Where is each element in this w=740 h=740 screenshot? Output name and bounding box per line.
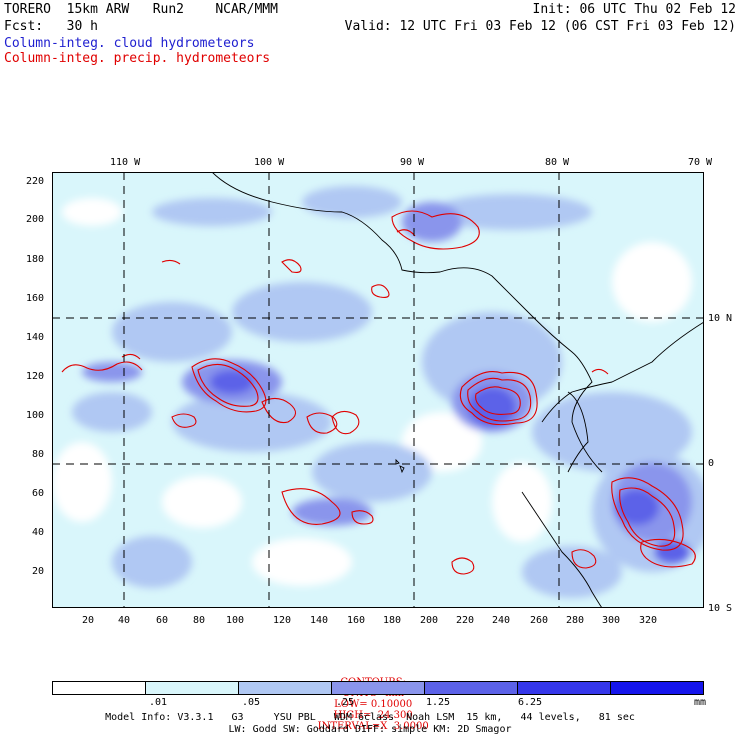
- colorbar-unit: mm: [693, 697, 707, 708]
- x-tick: 80: [193, 615, 206, 626]
- colorbar-label: .05: [241, 697, 261, 708]
- y-tick: 20: [32, 566, 45, 577]
- lon-label-70w: 70 W: [688, 157, 713, 168]
- y-tick: 140: [26, 332, 45, 343]
- lat-label-0: 0: [708, 458, 715, 469]
- x-tick: 160: [347, 615, 366, 626]
- colorbar-segment: [53, 682, 146, 694]
- precip-contours: [61, 210, 696, 575]
- contour-high: HIGH= 24.300: [333, 710, 413, 721]
- x-tick: 100: [226, 615, 245, 626]
- run-title: TORERO 15km ARW Run2 NCAR/MMM: [4, 2, 278, 17]
- lat-label-10s: 10 S: [708, 603, 733, 614]
- cloud-field-label: Column-integ. cloud hydrometeors: [4, 36, 255, 51]
- colorbar-segment: [332, 682, 425, 694]
- x-tick: 140: [310, 615, 329, 626]
- coastline: [211, 172, 704, 608]
- y-tick: 100: [26, 410, 45, 421]
- x-tick: 320: [639, 615, 658, 626]
- y-tick: 220: [26, 176, 45, 187]
- lon-label-80w: 80 W: [545, 157, 570, 168]
- latlon-grid: [52, 172, 704, 608]
- y-tick: 120: [26, 371, 45, 382]
- y-tick: 180: [26, 254, 45, 265]
- colorbar-segment: [146, 682, 239, 694]
- x-tick: 60: [156, 615, 169, 626]
- colorbar-segment: [425, 682, 518, 694]
- x-tick: 40: [118, 615, 131, 626]
- physics-info: LW: Godd SW: Goddard DIFF: simple KM: 2D…: [228, 724, 512, 735]
- x-tick: 260: [530, 615, 549, 626]
- x-tick: 200: [420, 615, 439, 626]
- lon-label-90w: 90 W: [400, 157, 425, 168]
- lon-label-110w: 110 W: [110, 157, 141, 168]
- colorbar-label: .01: [148, 697, 168, 708]
- x-tick: 300: [602, 615, 621, 626]
- y-tick: 160: [26, 293, 45, 304]
- y-tick: 80: [32, 449, 45, 460]
- colorbar-segment: [239, 682, 332, 694]
- x-tick: 240: [492, 615, 511, 626]
- colorbar: [52, 681, 704, 695]
- lat-label-10n: 10 N: [708, 313, 733, 324]
- colorbar-label: .25: [335, 697, 355, 708]
- x-tick: 20: [82, 615, 95, 626]
- init-time: Init: 06 UTC Thu 02 Feb 12: [532, 2, 737, 17]
- y-tick: 60: [32, 488, 45, 499]
- colorbar-label: 6.25: [517, 697, 543, 708]
- forecast-map: [52, 172, 704, 608]
- colorbar-label: 1.25: [425, 697, 451, 708]
- x-tick: 180: [383, 615, 402, 626]
- contour-interval: INTERVAL=X 3.0000: [317, 721, 429, 732]
- x-tick: 280: [566, 615, 585, 626]
- map-background: [52, 172, 704, 608]
- colorbar-segment: [518, 682, 611, 694]
- lon-label-100w: 100 W: [254, 157, 285, 168]
- y-tick: 200: [26, 214, 45, 225]
- contour-low: LOW= 0.10000: [334, 699, 413, 710]
- valid-time: Valid: 12 UTC Fri 03 Feb 12 (06 CST Fri …: [344, 19, 736, 34]
- map-frame: [52, 172, 704, 608]
- model-info: Model Info: V3.3.1 G3 YSU PBL WDM 6class…: [105, 712, 635, 723]
- x-tick: 220: [456, 615, 475, 626]
- colorbar-segment: [611, 682, 703, 694]
- y-tick: 40: [32, 527, 45, 538]
- precip-field-label: Column-integ. precip. hydrometeors: [4, 51, 271, 66]
- forecast-hour: Fcst: 30 h: [4, 19, 98, 34]
- x-tick: 120: [273, 615, 292, 626]
